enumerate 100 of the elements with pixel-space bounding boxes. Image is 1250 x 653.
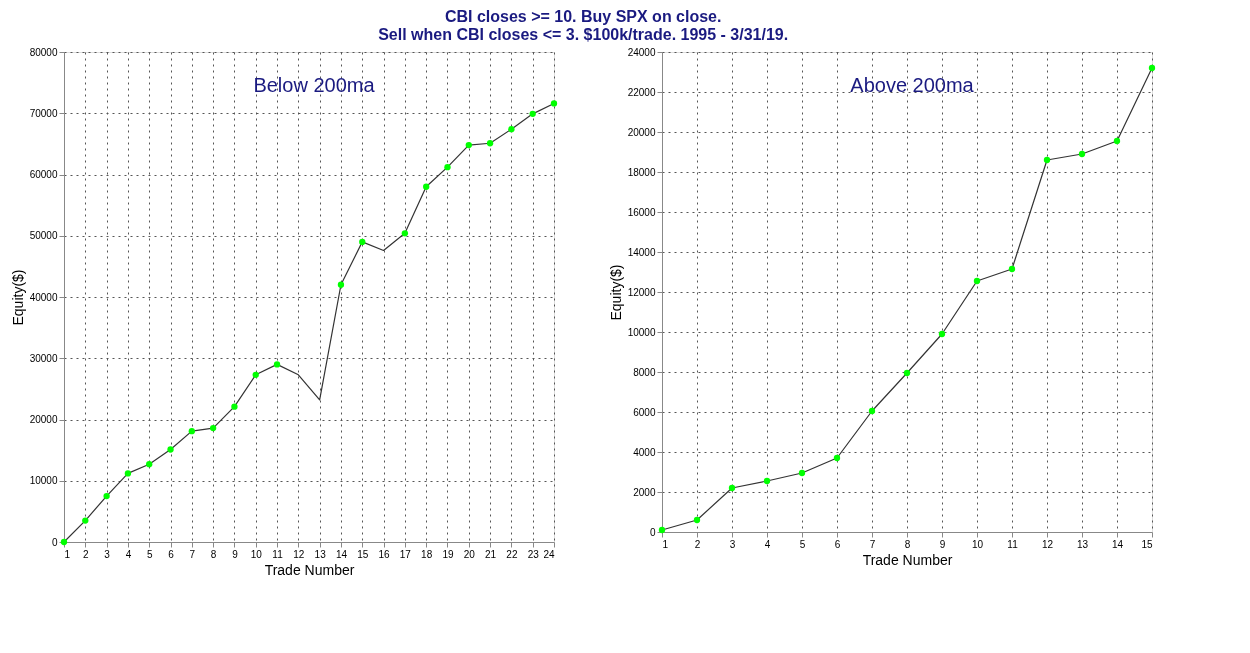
x-tick-label: 7	[189, 548, 196, 560]
y-tick-label: 22000	[627, 86, 656, 98]
y-tick-label: 60000	[29, 169, 58, 180]
x-tick-label: 22	[506, 548, 518, 560]
x-tick-label: 8	[210, 548, 217, 560]
point	[444, 163, 451, 171]
point	[82, 517, 89, 524]
y-tick-label: 50000	[29, 230, 58, 242]
point	[763, 477, 771, 485]
y-tick-label: 30000	[29, 352, 58, 364]
y-tick-label: 20000	[627, 126, 656, 138]
y-tick-label: 80000	[29, 46, 58, 58]
point	[1078, 150, 1086, 158]
chart-title: CBI closes >= 10. Buy SPX on close. Sell when CBI closes <= 3. $100k/trade. 1995 - 3/31/19.	[378, 7, 789, 43]
point	[508, 126, 515, 133]
y-tick-label: 0	[51, 536, 58, 548]
point	[833, 454, 841, 462]
y-tick-label: 6000	[633, 406, 656, 418]
x-tick-label: 8	[904, 538, 911, 550]
y-tick-label: 12000	[627, 286, 656, 298]
point	[167, 446, 174, 453]
x-tick-label: 6	[168, 548, 175, 560]
x-tick-label: 12	[1041, 538, 1054, 550]
point	[465, 141, 472, 149]
x-tick-label: 3	[729, 538, 736, 550]
point	[231, 403, 238, 410]
point	[529, 110, 536, 118]
point	[868, 407, 876, 415]
x-tick-label: 19	[442, 548, 454, 560]
point	[273, 361, 281, 368]
x-tick-label: 12	[293, 548, 305, 560]
x-tick-label: 2	[694, 538, 701, 550]
point	[252, 371, 259, 378]
y-tick-label: 24000	[627, 46, 656, 58]
x-tick-label: 11	[272, 548, 284, 560]
y-tick-label: 20000	[29, 414, 58, 425]
point	[359, 238, 366, 246]
y-tick-label: 10000	[627, 326, 656, 338]
point	[337, 281, 345, 288]
x-tick-label: 15	[357, 548, 369, 560]
x-tick-label: 13	[314, 548, 327, 560]
y-tick-label: 2000	[633, 486, 656, 498]
point	[103, 492, 110, 500]
y-axis-title: Equity($)	[607, 264, 624, 321]
x-tick-label: 10	[250, 548, 263, 560]
x-tick-label: 24	[543, 548, 555, 560]
x-tick-label: 6	[834, 538, 841, 550]
x-tick-label: 5	[146, 548, 153, 560]
x-axis-title: Trade Number	[264, 561, 355, 578]
y-tick-label: 10000	[29, 475, 58, 487]
point	[1008, 265, 1016, 273]
x-tick-label: 5	[799, 538, 806, 550]
x-axis-title: Trade Number	[862, 551, 953, 568]
point	[486, 140, 494, 147]
point	[938, 330, 946, 338]
x-tick-label: 23	[527, 548, 540, 560]
y-tick-label: 0	[649, 526, 656, 538]
y-tick-label: 14000	[627, 246, 656, 258]
point	[693, 516, 701, 524]
y-tick-label: 40000	[29, 291, 58, 303]
point	[728, 484, 736, 492]
point	[903, 369, 911, 377]
point	[423, 183, 430, 190]
y-tick-label: 18000	[627, 166, 656, 178]
point	[124, 470, 132, 477]
y-tick-label: 8000	[633, 366, 656, 378]
x-tick-label: 13	[1076, 538, 1089, 550]
point	[209, 424, 217, 432]
y-tick-label: 70000	[29, 107, 58, 119]
x-tick-label: 20	[463, 548, 476, 560]
point	[798, 469, 806, 477]
x-tick-label: 1	[64, 548, 71, 560]
point	[401, 230, 409, 237]
y-axis-title: Equity($)	[9, 269, 26, 326]
point	[1113, 137, 1121, 145]
y-tick-label: 16000	[627, 206, 656, 218]
point	[1043, 156, 1051, 164]
x-tick-label: 7	[869, 538, 876, 550]
point	[1148, 64, 1156, 72]
x-tick-label: 3	[104, 548, 111, 560]
x-tick-label: 10	[971, 538, 984, 550]
x-tick-label: 2	[83, 548, 90, 560]
x-tick-label: 15	[1141, 538, 1153, 550]
x-tick-label: 17	[399, 548, 412, 560]
point	[188, 427, 195, 435]
x-tick-label: 18	[421, 548, 433, 560]
point	[550, 100, 558, 107]
y-tick-label: 4000	[633, 446, 656, 458]
annotation: Above 200ma	[850, 74, 975, 96]
point	[973, 277, 981, 285]
x-tick-label: 9	[939, 538, 946, 550]
point	[146, 461, 153, 468]
x-tick-label: 16	[378, 548, 391, 560]
x-tick-label: 14	[335, 548, 348, 560]
annotation: Below 200ma	[253, 74, 376, 96]
x-tick-label: 1	[662, 538, 669, 550]
x-tick-label: 9	[232, 548, 239, 560]
x-tick-label: 14	[1111, 538, 1124, 550]
x-tick-label: 11	[1007, 538, 1019, 550]
x-tick-label: 4	[125, 548, 132, 560]
